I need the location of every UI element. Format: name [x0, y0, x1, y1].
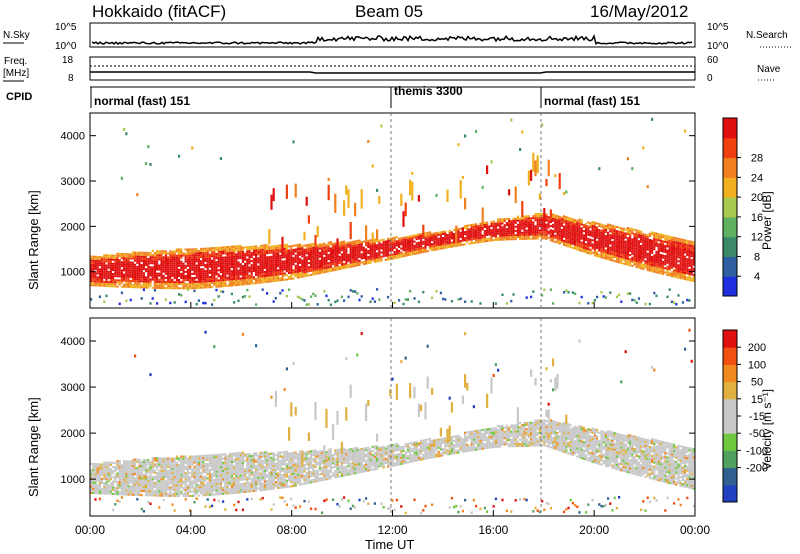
velocity-colorbar: 200 100 50 15 -15 -50 -100 -200: [722, 329, 768, 503]
velocity-yaxis: 1000 2000 3000 4000: [61, 336, 695, 486]
colorbar-segment: [723, 197, 737, 218]
station-title: Hokkaido (fitACF): [92, 2, 226, 21]
freq-right-tick-bottom: 0: [707, 73, 713, 84]
noise-frame: [89, 22, 696, 48]
noise-panel: N.Sky 10^5 10^0 10^5 10^0 N.Search: [3, 22, 792, 52]
noise-right-tick-bottom: 10^0: [707, 41, 729, 52]
colorbar-segment: [723, 118, 737, 139]
freq-trace: [90, 71, 695, 74]
power-colorbar-label: Power [dB]: [760, 191, 774, 250]
y-tick-label: 2000: [61, 221, 85, 233]
colorbar-segment: [723, 256, 737, 277]
x-tick-label: 00:00: [680, 523, 710, 537]
colorbar-tick-label: -50: [749, 428, 765, 440]
colorbar-segment: [723, 137, 737, 159]
colorbar-segment: [723, 177, 737, 198]
freq-label-line2: [MHz]: [3, 68, 29, 79]
y-tick-label: 3000: [61, 176, 85, 188]
colorbar-segment: [723, 398, 737, 417]
y-tick-label: 1000: [61, 267, 85, 279]
colorbar-segment: [723, 467, 737, 486]
colorbar-tick-label: 28: [751, 153, 763, 165]
y-tick-label: 4000: [61, 336, 85, 348]
cpid-segment-3: normal (fast) 151: [544, 94, 640, 108]
colorbar-segment: [723, 416, 737, 434]
colorbar-segment: [723, 236, 737, 257]
x-tick-label: 12:00: [377, 523, 407, 537]
noise-right-tick-top: 10^5: [707, 22, 729, 33]
colorbar-tick-label: 200: [748, 342, 766, 354]
colorbar-tick-label: 100: [748, 359, 766, 371]
cpid-segment-2: themis 3300: [394, 84, 463, 98]
colorbar-tick-label: 50: [751, 377, 763, 389]
x-axis-label: Time UT: [365, 537, 414, 552]
freq-frame: [89, 56, 696, 81]
freq-label-line1: Freq.: [4, 56, 27, 67]
freq-panel: Freq. [MHz] 18 8 60 0 Nave: [3, 55, 781, 84]
nsky-label: N.Sky: [3, 30, 30, 41]
cpid-segment-1: normal (fast) 151: [94, 94, 190, 108]
colorbar-segment: [723, 484, 737, 503]
x-axis: 00:00 04:00 08:00 12:00 16:00 20:00 00:00: [75, 302, 710, 537]
colorbar-tick-label: 15: [751, 394, 763, 406]
nsearch-label: N.Search: [746, 30, 788, 41]
colorbar-tick-label: 16: [751, 212, 763, 224]
colorbar-segment: [723, 381, 737, 400]
power-panel: 1000 2000 3000 4000 Slant Range [km] 4 8 12 16…: [26, 112, 774, 309]
x-tick-label: 04:00: [176, 523, 206, 537]
x-tick-label: 16:00: [478, 523, 508, 537]
noise-left-tick-top: 10^5: [55, 22, 77, 33]
colorbar-frame: [722, 117, 738, 297]
freq-left-tick-top: 18: [62, 55, 74, 66]
date-title: 16/May/2012: [590, 2, 688, 21]
nave-label: Nave: [757, 64, 781, 75]
colorbar-segment: [723, 433, 737, 451]
freq-left-tick-bottom: 8: [68, 73, 74, 84]
colorbar-tick-label: 4: [754, 271, 760, 283]
colorbar-tick-label: -200: [746, 463, 768, 475]
colorbar-segment: [723, 347, 737, 365]
colorbar-tick-label: -100: [746, 445, 768, 457]
colorbar-segment: [723, 216, 737, 238]
colorbar-segment: [723, 276, 737, 297]
x-tick-label: 08:00: [277, 523, 307, 537]
power-colorbar: 4 8 12 16 20 24 28: [722, 117, 763, 297]
colorbar-segment: [723, 364, 737, 383]
power-ylabel: Slant Range [km]: [26, 190, 41, 290]
y-tick-label: 1000: [61, 474, 85, 486]
colorbar-tick-label: 12: [751, 232, 763, 244]
colorbar-segment: [723, 330, 737, 348]
velocity-panel: 1000 2000 3000 4000 Slant Range [km] 200 100…: [26, 317, 774, 517]
velocity-ylabel: Slant Range [km]: [26, 397, 41, 497]
x-tick-label: 00:00: [75, 523, 105, 537]
y-tick-label: 2000: [61, 428, 85, 440]
colorbar-tick-label: 24: [751, 172, 763, 184]
y-tick-label: 4000: [61, 131, 85, 143]
noise-left-tick-bottom: 10^0: [55, 41, 77, 52]
y-tick-label: 3000: [61, 382, 85, 394]
power-yaxis: 1000 2000 3000 4000: [61, 131, 695, 279]
beam-title: Beam 05: [355, 2, 423, 21]
colorbar-tick-label: -15: [749, 411, 765, 423]
colorbar-segment: [723, 450, 737, 469]
noise-trace: [91, 34, 693, 45]
noise-line: [91, 34, 693, 45]
x-tick-label: 20:00: [579, 523, 609, 537]
cpid-panel: CPID normal (fast) 151 themis 3300 norma…: [6, 84, 695, 108]
freq-right-tick-top: 60: [707, 55, 719, 66]
colorbar-segment: [723, 157, 737, 178]
power-heatmap: [90, 117, 695, 306]
colorbar-tick-label: 8: [754, 251, 760, 263]
velocity-heatmap: [90, 328, 695, 515]
colorbar-tick-label: 20: [751, 192, 763, 204]
velocity-colorbar-label: Velocity [m s⁻¹]: [760, 389, 774, 470]
cpid-label: CPID: [6, 91, 32, 103]
